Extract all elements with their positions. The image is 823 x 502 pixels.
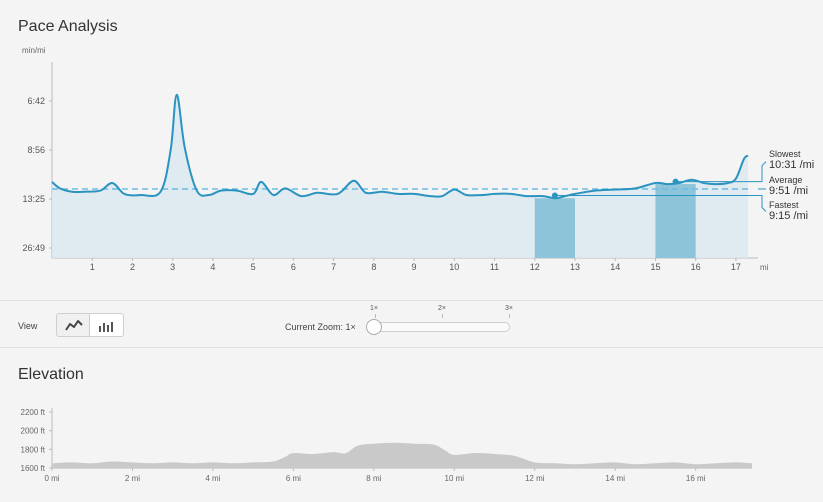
fastest-label: Fastest: [769, 200, 799, 210]
average-value: 9:51 /mi: [769, 185, 808, 197]
x-tick-label: 12: [530, 262, 540, 272]
elevation-x-tick-label: 8 mi: [366, 474, 381, 483]
view-label: View: [18, 321, 38, 331]
average-label: Average: [769, 175, 802, 185]
x-tick-label: 8: [371, 262, 376, 272]
highlighted-segment: [655, 184, 696, 258]
elevation-x-tick-label: 2 mi: [125, 474, 140, 483]
x-tick-label: 6: [291, 262, 296, 272]
x-tick-label: 4: [210, 262, 215, 272]
bar-view-button[interactable]: [90, 313, 124, 337]
x-tick-label: 14: [610, 262, 620, 272]
pace-analysis-panel: Pace Analysis min/mi 26:49 13:25 8:56 6:42 Sl…: [0, 0, 823, 301]
x-tick-label: 11: [490, 262, 499, 272]
elevation-x-tick-label: 14 mi: [605, 474, 625, 483]
x-tick-label: 7: [331, 262, 336, 272]
x-tick-label: 9: [412, 262, 417, 272]
view-controls: View Current Zoom: 1× 1× 2× 3×: [0, 301, 823, 348]
zoom-tick-3x: 3×: [505, 305, 513, 312]
y-tick-label: 13:25: [22, 194, 45, 204]
elevation-y-tick-label: 1800 ft: [21, 445, 46, 454]
line-chart-icon: [65, 320, 83, 331]
y-axis-unit: min/mi: [22, 46, 46, 55]
pace-title: Pace Analysis: [18, 18, 118, 35]
elevation-y-tick-label: 1600 ft: [21, 464, 46, 473]
x-tick-label: 10: [449, 262, 459, 272]
slowest-point: [672, 178, 679, 185]
x-tick-label: 1: [90, 262, 95, 272]
fastest-value: 9:15 /mi: [769, 210, 808, 222]
elevation-x-tick-label: 12 mi: [525, 474, 545, 483]
x-tick-label: 16: [691, 262, 701, 272]
zoom-slider-track[interactable]: [368, 322, 510, 332]
bar-chart-icon: [99, 322, 113, 332]
elevation-x-tick-label: 16 mi: [686, 474, 706, 483]
zoom-tick-mark: [509, 314, 510, 318]
elevation-x-tick-label: 10 mi: [445, 474, 465, 483]
x-tick-label: 2: [130, 262, 135, 272]
slowest-connector: [758, 161, 767, 183]
fastest-point: [551, 192, 558, 199]
line-view-button[interactable]: [56, 313, 90, 337]
elevation-chart[interactable]: 2200 ft 2000 ft 1800 ft 1600 ft0 mi 2 mi 4 mi…: [0, 348, 823, 502]
fastest-connector: [758, 195, 767, 212]
pace-line: [51, 93, 749, 200]
elevation-x-tick-label: 4 mi: [205, 474, 220, 483]
x-tick-label: 3: [170, 262, 175, 272]
zoom-tick-1x: 1×: [370, 305, 378, 312]
highlighted-segment: [534, 198, 575, 258]
zoom-tick-mark: [375, 314, 376, 318]
elevation-x-tick-label: 0 mi: [44, 474, 59, 483]
elevation-y-tick-label: 2000 ft: [21, 427, 46, 436]
zoom-label: Current Zoom: 1×: [285, 322, 356, 332]
x-axis-unit: mi: [760, 263, 769, 272]
x-tick-label: 17: [731, 262, 741, 272]
y-tick-label: 6:42: [27, 96, 45, 106]
zoom-tick-2x: 2×: [438, 305, 446, 312]
elevation-x-tick-label: 6 mi: [286, 474, 301, 483]
x-tick-label: 15: [650, 262, 660, 272]
pace-area-fill: [52, 94, 748, 258]
zoom-tick-mark: [442, 314, 443, 318]
slowest-value: 10:31 /mi: [769, 159, 814, 171]
x-tick-label: 13: [570, 262, 580, 272]
elevation-panel: Elevation 2200 ft 2000 ft 1800 ft 1600 ft 0 …: [0, 348, 823, 502]
elevation-y-tick-label: 2200 ft: [21, 408, 46, 417]
zoom-slider-handle[interactable]: [366, 319, 382, 335]
y-tick-label: 26:49: [22, 243, 45, 253]
slowest-label: Slowest: [769, 149, 801, 159]
elevation-title: Elevation: [18, 366, 84, 383]
x-tick-label: 5: [251, 262, 256, 272]
y-tick-label: 8:56: [27, 145, 45, 155]
elevation-area: [52, 442, 752, 468]
